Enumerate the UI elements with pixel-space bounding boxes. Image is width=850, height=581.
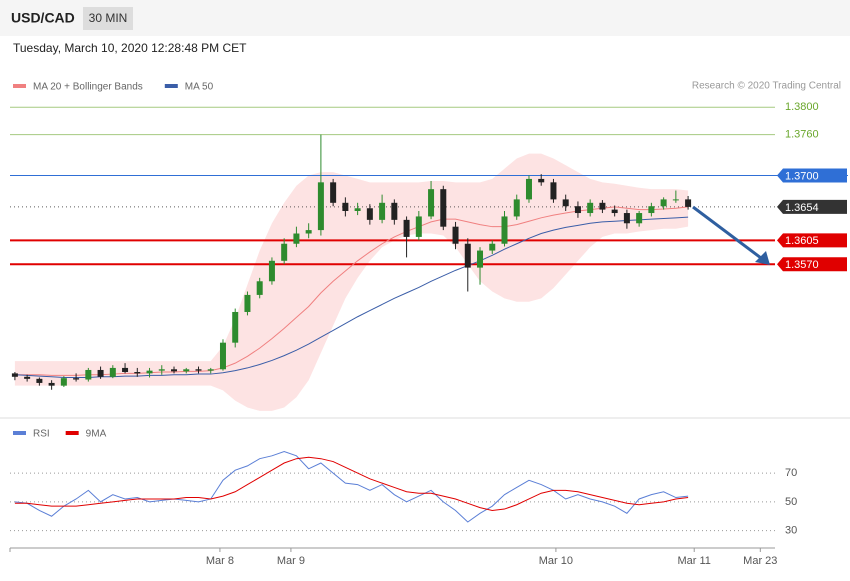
legend-swatch (65, 431, 79, 435)
candle-body (574, 206, 581, 214)
rsi-line (14, 456, 689, 511)
candle-body (219, 342, 226, 370)
legend-swatch (164, 84, 178, 88)
plot: 1.3800 1.3760 1.3700 1.3654 1.3605 1.3570 MA 2… (9, 82, 848, 567)
level-box (777, 233, 847, 248)
level-label: 1.3654 (785, 202, 819, 214)
candle-body (538, 178, 545, 183)
legend-swatch (13, 431, 26, 435)
candle-body (513, 199, 520, 217)
level-box (777, 168, 847, 183)
candle-body (440, 189, 447, 227)
candle-body (244, 294, 251, 312)
candle-body (550, 182, 557, 200)
candle-body (342, 202, 349, 211)
candle-body (501, 216, 508, 244)
candle-body (330, 182, 337, 203)
level-label: 1.3605 (785, 235, 819, 247)
candle-body (293, 233, 300, 244)
candle-body (171, 369, 178, 372)
candle-body (685, 199, 692, 207)
candle-body (403, 219, 410, 237)
credit: Research © 2020 Trading Central (692, 81, 841, 92)
candle-body (73, 378, 80, 380)
candle-body (366, 208, 373, 220)
candle-body (599, 202, 606, 210)
candle-body (660, 199, 667, 207)
candle-body (134, 372, 141, 374)
candle-body (562, 199, 569, 207)
level-label: 1.3700 (785, 170, 819, 182)
candle-body (97, 369, 104, 377)
candle-body (122, 367, 129, 373)
candle-body (195, 369, 202, 371)
x-tick-label: Mar 11 (678, 555, 711, 567)
candle-body (415, 216, 422, 237)
candle-body (611, 209, 618, 214)
level-box (777, 199, 847, 214)
legend-label: RSI (33, 429, 50, 440)
candle-body (428, 189, 435, 217)
candle-body (281, 243, 288, 261)
candle-body (48, 382, 55, 386)
x-tick-label: Mar 8 (206, 555, 234, 567)
datetime: Tuesday, March 10, 2020 12:28:48 PM CET (13, 41, 247, 55)
candle-body (623, 213, 630, 224)
legend-label: MA 20 + Bollinger Bands (33, 82, 143, 93)
candle-body (464, 243, 471, 268)
x-tick-label: Mar 10 (539, 555, 573, 567)
bollinger-band (14, 153, 689, 411)
candle-body (24, 376, 31, 379)
candle-body (60, 378, 67, 386)
candle-body (489, 243, 496, 251)
candle-body (109, 367, 116, 377)
candle-body (477, 250, 484, 268)
y-tick-label: 50 (785, 496, 797, 508)
candle-body (354, 208, 361, 211)
candle-body (452, 226, 459, 244)
arrow-head (755, 251, 770, 265)
y-tick-label: 70 (785, 467, 797, 479)
symbol: USD/CAD (11, 10, 75, 26)
candle-body (648, 206, 655, 214)
level-label: 1.3570 (785, 259, 819, 271)
rsi-line (14, 450, 689, 523)
candle-body (525, 178, 532, 200)
level-label: 1.3760 (785, 128, 819, 140)
candle-body (146, 370, 153, 374)
y-tick-label: 30 (785, 525, 797, 537)
ma-line (14, 216, 689, 378)
candle-body (232, 311, 239, 343)
x-tick-label: Mar 9 (277, 555, 305, 567)
x-tick-label: Mar 23 (743, 555, 777, 567)
header-bar (0, 0, 850, 36)
candle-body (183, 369, 190, 372)
candle-body (587, 202, 594, 214)
timeframe-box[interactable] (83, 7, 133, 30)
level-label: 1.3800 (785, 101, 819, 113)
level-box (777, 257, 847, 272)
candle-body (672, 199, 679, 201)
candle-body (158, 369, 165, 371)
candle-body (207, 369, 214, 371)
candle-body (636, 213, 643, 224)
arrow (692, 205, 766, 263)
candle-body (391, 202, 398, 220)
candle-body (268, 260, 275, 282)
candle-body (11, 373, 18, 377)
legend-label: 9MA (86, 429, 107, 440)
legend-swatch (13, 84, 26, 88)
candle-body (85, 369, 92, 380)
candle-body (305, 230, 312, 234)
candle-body (36, 378, 43, 383)
candle-body (317, 182, 324, 231)
candle-body (256, 281, 263, 295)
candle-body (379, 202, 386, 220)
legend-label: MA 50 (185, 82, 214, 93)
timeframe[interactable]: 30 MIN (89, 11, 128, 25)
